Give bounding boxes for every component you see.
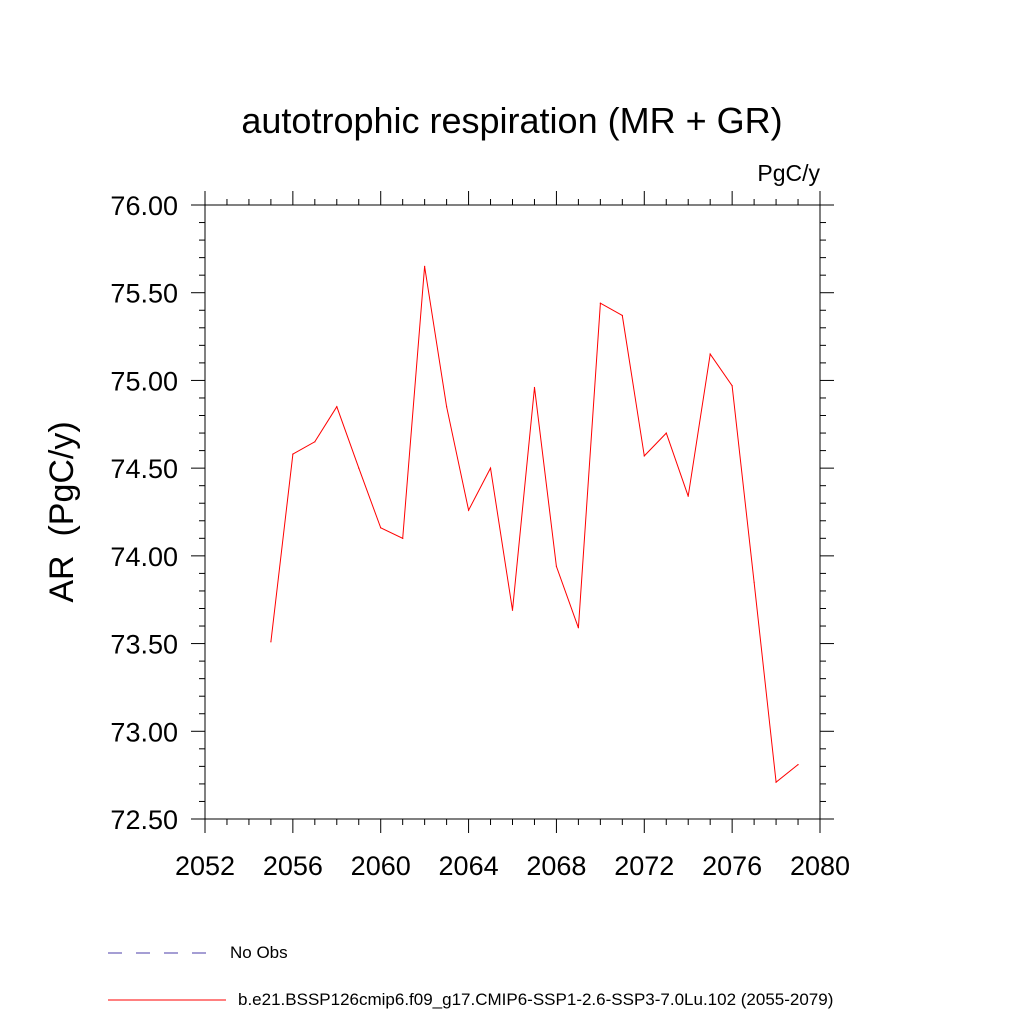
x-tick-label: 2068 (526, 851, 586, 881)
y-tick-label: 75.50 (110, 279, 178, 309)
legend-entry-model-run: b.e21.BSSP126cmip6.f09_g17.CMIP6-SSP1-2.… (108, 990, 833, 1010)
data-point (709, 353, 711, 355)
data-point (446, 406, 448, 408)
data-point (797, 764, 799, 766)
legend-entry-no-obs: No Obs (108, 943, 288, 963)
units-label: PgC/y (757, 160, 820, 186)
legend-swatch-solid (108, 999, 226, 1001)
legend-label-model-run: b.e21.BSSP126cmip6.f09_g17.CMIP6-SSP1-2.… (238, 990, 834, 1009)
data-point (270, 641, 272, 643)
y-tick-label: 75.00 (110, 366, 178, 396)
y-tick-label: 74.50 (110, 454, 178, 484)
x-tick-label: 2076 (702, 851, 762, 881)
x-tick-label: 2052 (175, 851, 235, 881)
data-point (753, 581, 755, 583)
y-tick-label: 73.00 (110, 717, 178, 747)
series-layer (270, 265, 799, 784)
data-point (424, 265, 426, 267)
y-axis-label: AR (PgC/y) (43, 421, 81, 602)
data-point (336, 406, 338, 408)
legend-swatch-dashed (108, 952, 218, 954)
series-line-0 (270, 266, 799, 784)
data-point (402, 537, 404, 539)
data-point (489, 467, 492, 469)
y-tick-label: 73.50 (110, 630, 178, 660)
data-point (358, 467, 360, 469)
data-point (467, 509, 470, 511)
plot-axes: 2052 2056 2060 2064 2068 2072 2076 2080 72.50 73.… (110, 191, 850, 881)
plot-frame (204, 204, 821, 820)
data-point (555, 565, 558, 567)
data-point (775, 781, 777, 783)
data-point (292, 453, 294, 455)
legend-label-no-obs: No Obs (230, 943, 288, 962)
y-tick-label: 74.00 (110, 542, 178, 572)
chart-title: autotrophic respiration (MR + GR) (241, 100, 782, 141)
data-point (687, 495, 689, 497)
x-tick-label: 2060 (351, 851, 411, 881)
data-point (380, 527, 382, 529)
data-point (731, 385, 733, 387)
data-point (577, 627, 579, 629)
data-point (621, 314, 623, 317)
data-point (511, 609, 514, 611)
data-point (533, 386, 536, 389)
data-point (665, 432, 667, 434)
x-tick-label: 2064 (439, 851, 499, 881)
y-tick-label: 76.00 (110, 191, 178, 221)
data-point (314, 441, 316, 443)
x-tick-label: 2056 (263, 851, 323, 881)
x-tick-label: 2080 (790, 851, 850, 881)
data-point (599, 302, 601, 304)
x-tick-label: 2072 (614, 851, 674, 881)
data-point (643, 455, 645, 457)
y-tick-label: 72.50 (110, 805, 178, 835)
